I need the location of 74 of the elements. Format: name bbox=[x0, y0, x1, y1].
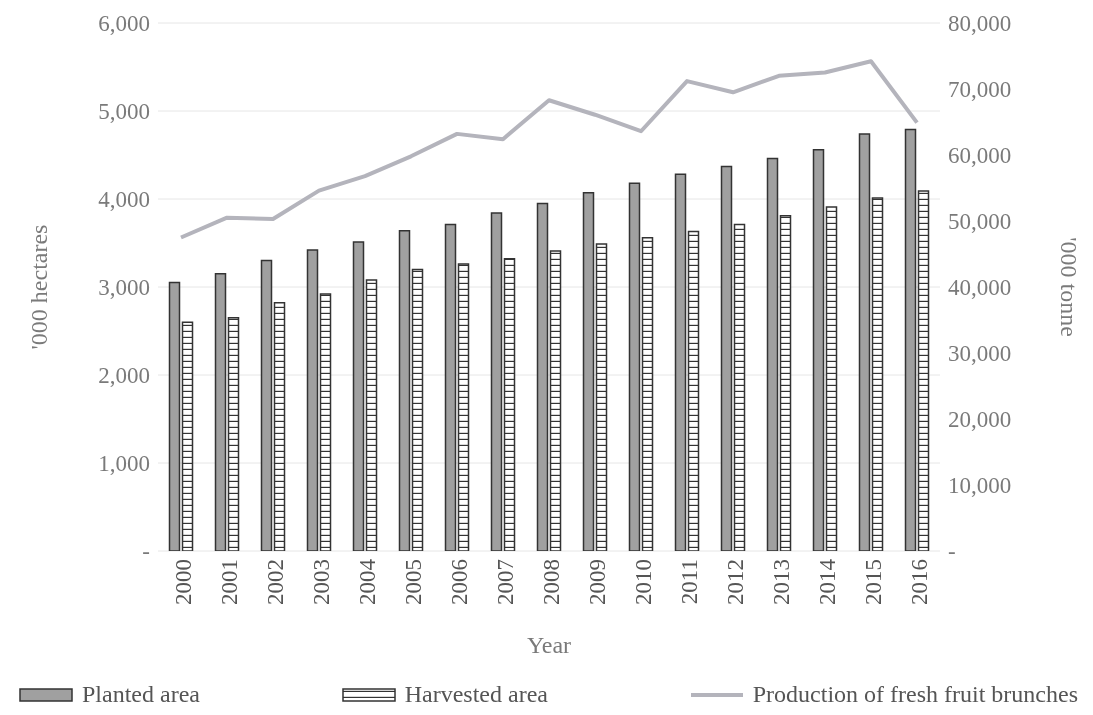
x-tick-label: 2009 bbox=[585, 559, 611, 605]
bar bbox=[398, 229, 411, 551]
y2-tick-label: - bbox=[948, 539, 956, 565]
y2-tick-label: 60,000 bbox=[948, 143, 1012, 169]
x-tick-label: 2014 bbox=[815, 558, 841, 605]
y2-tick-label: 30,000 bbox=[948, 341, 1012, 367]
bar bbox=[641, 236, 654, 551]
bar bbox=[306, 249, 319, 551]
x-tick-label: 2001 bbox=[217, 559, 243, 605]
legend-label: Harvested area bbox=[404, 681, 548, 708]
y2-tick-label: 70,000 bbox=[948, 77, 1012, 103]
x-tick-label: 2012 bbox=[723, 559, 749, 605]
x-tick-label: 2003 bbox=[309, 559, 335, 605]
bar bbox=[411, 268, 424, 551]
y-tick-label: 5,000 bbox=[98, 99, 150, 125]
bar bbox=[457, 263, 470, 551]
bar bbox=[168, 281, 181, 551]
bar bbox=[871, 197, 884, 551]
bar bbox=[858, 133, 871, 551]
y-tick-label: - bbox=[142, 539, 150, 565]
bar bbox=[549, 250, 562, 551]
line-series bbox=[179, 59, 919, 240]
bar bbox=[917, 190, 930, 551]
bar bbox=[720, 165, 733, 551]
bar bbox=[687, 230, 700, 551]
bar bbox=[260, 259, 273, 551]
bar bbox=[352, 241, 365, 551]
y2-tick-label: 80,000 bbox=[948, 11, 1012, 37]
bar bbox=[825, 206, 838, 551]
bar bbox=[674, 173, 687, 551]
x-tick-label: 2013 bbox=[769, 559, 795, 605]
bar bbox=[319, 293, 332, 551]
bar bbox=[365, 279, 378, 551]
y-tick-label: 2,000 bbox=[98, 363, 150, 389]
x-tick-label: 2004 bbox=[355, 558, 381, 605]
bar bbox=[444, 223, 457, 551]
y-tick-label: 6,000 bbox=[98, 11, 150, 37]
legend-label: Production of fresh fruit brunches bbox=[752, 681, 1078, 708]
bar bbox=[273, 302, 286, 551]
bar bbox=[227, 317, 240, 551]
y2-tick-label: 20,000 bbox=[948, 407, 1012, 433]
x-tick-label: 2007 bbox=[493, 559, 519, 605]
bar bbox=[733, 223, 746, 551]
y-axis-title: '000 hectares bbox=[25, 224, 52, 350]
bar bbox=[628, 182, 641, 551]
x-tick-label: 2016 bbox=[907, 559, 933, 605]
x-tick-label: 2000 bbox=[171, 559, 197, 605]
bar bbox=[582, 192, 595, 551]
y2-tick-label: 10,000 bbox=[948, 473, 1012, 499]
x-tick-label: 2002 bbox=[263, 559, 289, 605]
bar bbox=[812, 148, 825, 551]
x-tick-label: 2008 bbox=[539, 559, 565, 605]
x-tick-label: 2010 bbox=[631, 559, 657, 605]
bar bbox=[536, 202, 549, 551]
y2-axis-title: '000 tonne bbox=[1056, 237, 1083, 337]
x-tick-label: 2005 bbox=[401, 559, 427, 605]
bar bbox=[779, 214, 792, 551]
bar bbox=[181, 321, 194, 551]
x-tick-label: 2015 bbox=[861, 559, 887, 605]
y2-tick-label: 50,000 bbox=[948, 209, 1012, 235]
y-tick-label: 4,000 bbox=[98, 187, 150, 213]
bar bbox=[490, 212, 503, 551]
y2-tick-label: 40,000 bbox=[948, 275, 1012, 301]
x-axis-title: Year bbox=[526, 632, 572, 658]
bar bbox=[214, 273, 227, 551]
x-tick-label: 2006 bbox=[447, 559, 473, 605]
y-tick-label: 1,000 bbox=[98, 451, 150, 477]
y-tick-label: 3,000 bbox=[98, 275, 150, 301]
bar bbox=[595, 243, 608, 551]
legend-label: Planted area bbox=[82, 681, 200, 708]
bar bbox=[904, 128, 917, 551]
x-tick-label: 2011 bbox=[677, 559, 703, 605]
bar bbox=[503, 258, 516, 551]
bar bbox=[766, 157, 779, 551]
